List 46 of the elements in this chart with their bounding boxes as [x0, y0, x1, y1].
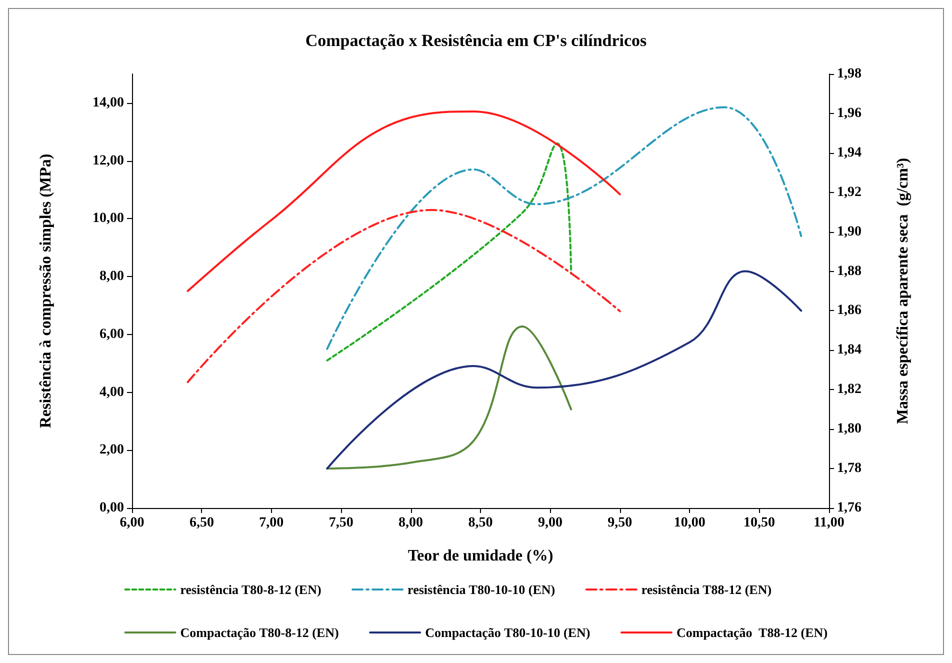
y2-tick-label: 1,84	[837, 342, 862, 358]
x-tick-label: 9,00	[538, 516, 562, 530]
x-tick-label: 10,50	[744, 516, 776, 530]
legend-label: resistência T80-8-12 (EN)	[180, 582, 322, 597]
x-tick-label: 7,00	[259, 516, 284, 530]
y2-tick-label: 1,86	[837, 303, 862, 318]
y-tick-label: 2,00	[100, 442, 124, 458]
x-tick-label: 10,00	[674, 516, 706, 530]
y-tick-label: 8,00	[100, 269, 124, 284]
x-tick-label: 7,50	[328, 516, 354, 530]
y2-axis-title: Massa específica aparente seca (g/cm³)	[894, 158, 912, 424]
y2-tick-label: 1,80	[837, 422, 862, 437]
y2-tick-label: 1,92	[837, 184, 862, 200]
legend-label: resistência T88-12 (EN)	[641, 582, 772, 597]
y-tick-label: 14,00	[92, 95, 124, 110]
y-tick-label: 10,00	[92, 211, 124, 226]
y2-tick-label: 1,90	[837, 224, 862, 240]
y-tick-label: 0,00	[100, 500, 124, 516]
x-tick-label: 6,50	[189, 516, 214, 530]
y-axis-title: Resistência à compressão simples (MPa)	[38, 154, 54, 428]
y2-tick-label: 1,96	[837, 106, 862, 121]
legend-label: resistência T80-10-10 (EN)	[408, 582, 556, 597]
line-series	[326, 142, 572, 362]
x-tick-label: 6,00	[120, 516, 144, 530]
line-series	[326, 106, 802, 350]
x-tick-label: 8,50	[468, 516, 493, 530]
y2-tick-label: 1,82	[837, 382, 862, 398]
y-tick-label: 12,00	[92, 153, 124, 168]
x-tick-label: 11,00	[814, 516, 844, 530]
x-tick-label: 8,00	[398, 516, 424, 530]
y2-tick-label: 1,88	[837, 264, 862, 279]
x-tick-label: 9,50	[608, 516, 632, 530]
y2-tick-label: 1,94	[837, 145, 862, 160]
chart-title: Compactação x Resistência em CP's cilíndricos	[305, 31, 648, 50]
line-series	[186, 110, 621, 292]
legend-label: Compactação T80-8-12 (EN)	[180, 625, 339, 640]
y2-tick-label: 1,76	[837, 500, 862, 516]
x-axis-title: Teor de umidade (%)	[408, 548, 554, 564]
y2-tick-label: 1,98	[837, 66, 862, 82]
y-tick-label: 4,00	[100, 384, 124, 400]
line-series	[326, 270, 802, 470]
line-series	[326, 326, 572, 470]
y-tick-label: 6,00	[100, 326, 124, 342]
legend-label: Compactação T88-12 (EN)	[676, 625, 828, 640]
legend-label: Compactação T80-10-10 (EN)	[425, 625, 590, 640]
y2-tick-label: 1,78	[837, 461, 862, 476]
